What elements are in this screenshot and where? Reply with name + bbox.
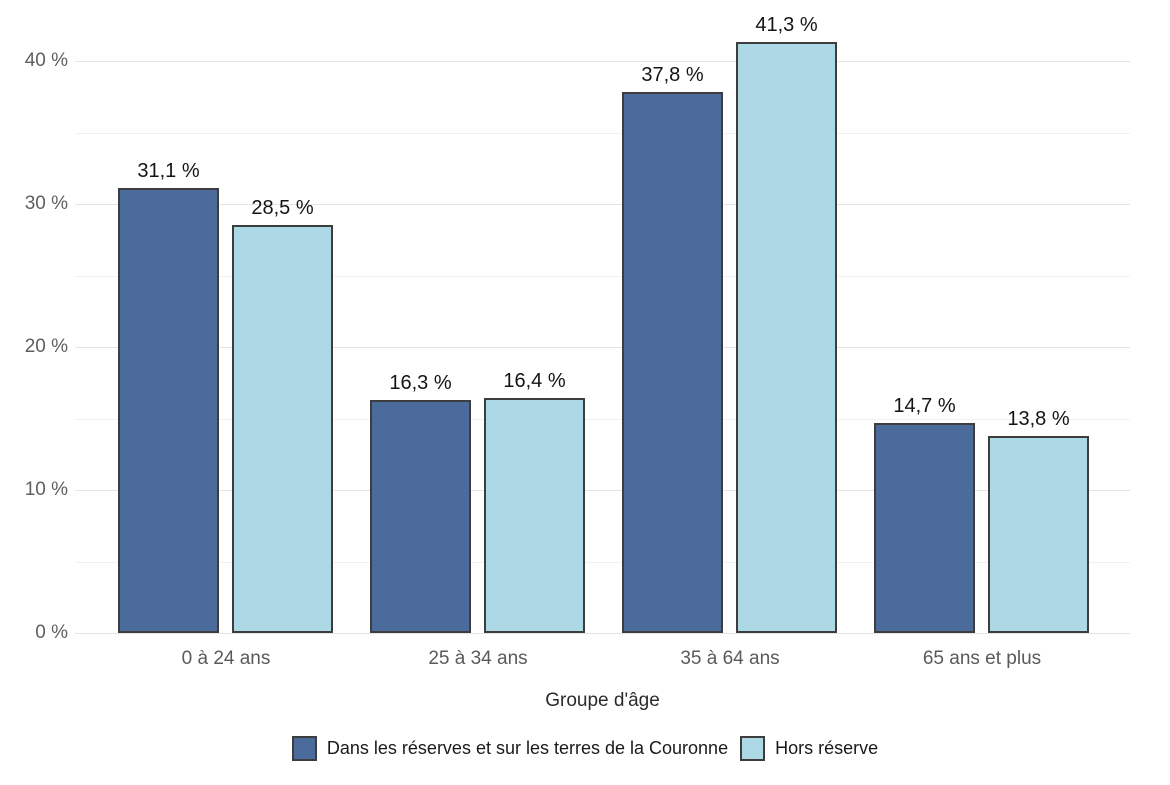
legend-swatch: [740, 736, 766, 761]
legend-swatch: [291, 736, 317, 761]
bar-value-label: 37,8 %: [641, 64, 704, 86]
major-gridline: [75, 61, 1130, 62]
bar-on-reserve: [874, 423, 975, 633]
bar-value-label: 16,3 %: [389, 372, 452, 394]
legend-label: Dans les réserves et sur les terres de l…: [326, 738, 729, 758]
bar-value-label: 14,7 %: [893, 395, 956, 417]
major-gridline: [75, 633, 1130, 634]
x-axis-tick-label: 25 à 34 ans: [428, 648, 528, 669]
bar-on-reserve: [622, 92, 723, 633]
x-axis-tick-label: 65 ans et plus: [922, 648, 1042, 669]
legend-label: Hors réserve: [775, 738, 879, 758]
x-axis-title: Groupe d'âge: [545, 690, 660, 711]
bar-off-reserve: [484, 398, 585, 633]
bar-value-label: 31,1 %: [137, 160, 200, 182]
legend-item: Hors réserve: [740, 736, 878, 761]
x-axis-tick-label: 35 à 64 ans: [680, 648, 780, 669]
legend: Dans les réserves et sur les terres de l…: [0, 736, 1170, 761]
y-axis-tick-label: 40 %: [24, 50, 68, 71]
y-axis-tick-label: 30 %: [24, 193, 68, 214]
bar-value-label: 16,4 %: [503, 370, 566, 392]
minor-gridline: [75, 562, 1130, 563]
y-axis-tick-label: 20 %: [24, 336, 68, 357]
bar-on-reserve: [118, 188, 219, 633]
major-gridline: [75, 490, 1130, 491]
bar-value-label: 41,3 %: [755, 14, 818, 36]
minor-gridline: [75, 133, 1130, 134]
minor-gridline: [75, 419, 1130, 420]
bar-off-reserve: [232, 225, 333, 633]
x-axis-tick-label: 0 à 24 ans: [181, 648, 271, 669]
bar-value-label: 13,8 %: [1007, 408, 1070, 430]
y-axis-tick-label: 0 %: [35, 622, 68, 643]
bar-on-reserve: [370, 400, 471, 633]
legend-item: Dans les réserves et sur les terres de l…: [291, 736, 729, 761]
minor-gridline: [75, 276, 1130, 277]
major-gridline: [75, 347, 1130, 348]
major-gridline: [75, 204, 1130, 205]
bar-value-label: 28,5 %: [251, 197, 314, 219]
bar-off-reserve: [988, 436, 1089, 633]
bar-off-reserve: [736, 42, 837, 633]
y-axis-tick-label: 10 %: [24, 479, 68, 500]
